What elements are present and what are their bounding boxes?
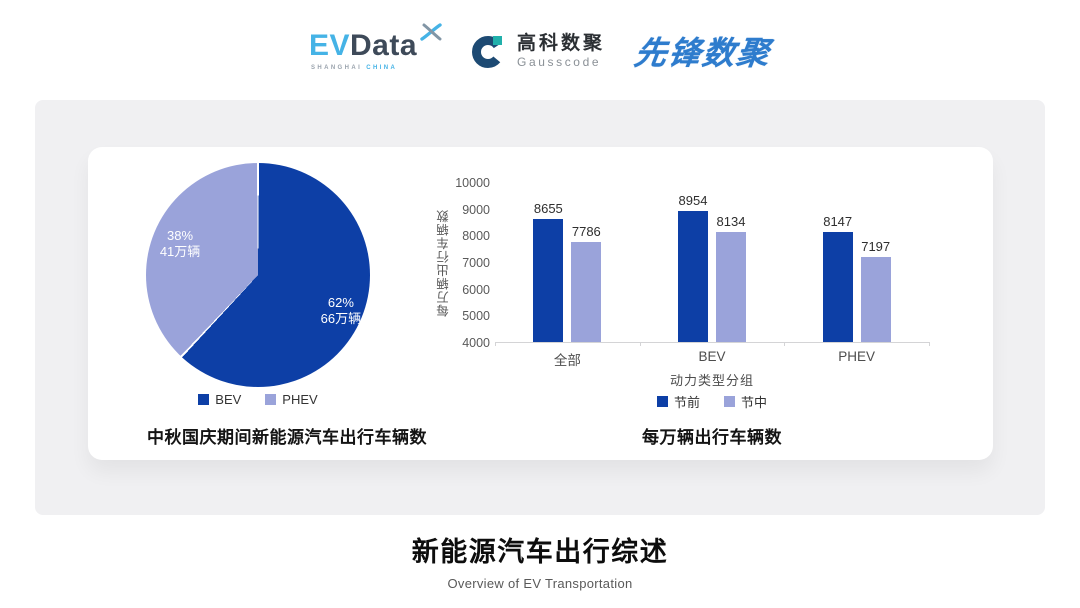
legend-swatch (724, 396, 735, 407)
bar-value-label: 8655 (533, 200, 563, 216)
bar-group-全部: 8655 7786 (495, 183, 640, 342)
x-category-label-PHEV: PHEV (838, 349, 876, 364)
bar-x-category-labels: 全部 BEV PHEV (495, 349, 929, 369)
bar-legend: 节前 节中 (495, 392, 929, 411)
evdata-subtitle: SHANGHAI CHINA (311, 65, 397, 71)
charts-card: 38% 41万辆 62% 66万辆 BEV PHEV 中秋国庆期间新能源汽车出行车… (88, 147, 993, 460)
y-tick-label: 7000 (462, 256, 490, 270)
report-panel: 38% 41万辆 62% 66万辆 BEV PHEV 中秋国庆期间新能源汽车出行车… (35, 100, 1045, 515)
y-tick-label: 5000 (462, 309, 490, 324)
legend-swatch (198, 394, 210, 405)
legend-label: 节中 (741, 395, 768, 410)
x-axis-tick (784, 342, 786, 346)
pie-chart-block: 38% 41万辆 62% 66万辆 BEV PHEV 中秋国庆期间新能源汽车出行车… (122, 147, 452, 460)
y-tick-label: 6000 (462, 282, 490, 297)
gausscode-cn-name: 高科数聚 (517, 32, 606, 54)
bar-value-label: 8134 (716, 214, 746, 230)
x-axis-tick (495, 342, 496, 346)
pioneer-logo: 先锋数聚 (632, 35, 774, 71)
legend-label: 节前 (673, 395, 700, 410)
footer-subtitle: Overview of EV Transportation (447, 576, 633, 591)
legend-item-节中: 节中 (724, 392, 767, 411)
x-axis-tick (929, 342, 930, 346)
bar-chart-title: 每万辆出行车辆数 (642, 428, 782, 447)
bar-chart-block: 每万辆出行车辆数 10000 9000 8000 7000 6000 5000 4000 8… (430, 147, 993, 460)
bar-节中-PHEV: 7197 (860, 239, 891, 342)
legend-swatch (265, 394, 277, 405)
footer-title: 新能源汽车出行综述 (411, 537, 669, 567)
bar-节前-全部: 8655 (533, 201, 564, 342)
evdata-subtitle-china: CHINA (366, 65, 398, 71)
bar-节前-PHEV: 8147 (822, 214, 853, 342)
pie-bev-amount: 66万辆 (320, 310, 362, 326)
bar-节中-BEV: 8134 (716, 214, 746, 342)
gausscode-g-icon (472, 35, 505, 68)
x-axis-tick (639, 342, 641, 346)
evdata-ev-text: EV (308, 29, 350, 62)
pie-chart-title: 中秋国庆期间新能源汽车出行车辆数 (147, 428, 427, 447)
bar-y-ticks: 10000 9000 8000 7000 6000 5000 4000 (450, 176, 494, 350)
bar-value-label: 7197 (861, 239, 891, 255)
pie-label-phev: 38% 41万辆 (160, 228, 200, 260)
y-tick-label: 8000 (462, 229, 490, 244)
legend-item-BEV: BEV (198, 392, 241, 407)
evdata-subtitle-shanghai: SHANGHAI (310, 65, 363, 71)
evdata-x-icon (420, 23, 442, 41)
y-tick-label: 4000 (462, 336, 490, 350)
legend-label: PHEV (282, 392, 318, 407)
bar-节前-BEV: 8954 (678, 193, 708, 342)
gausscode-en-name: Gausscode (517, 54, 602, 69)
pie-phev-percent: 38% (167, 227, 194, 243)
bar-groups: 8655 7786 8954 8134 8147 7197 (495, 183, 929, 342)
x-category-label-BEV: BEV (698, 349, 726, 364)
bar-group-BEV: 8954 8134 (640, 183, 785, 342)
legend-label: BEV (215, 392, 242, 407)
gausscode-text: 高科数聚 Gausscode (517, 33, 605, 69)
bar-value-label: 8147 (823, 214, 853, 230)
pie-bev-percent: 62% (327, 294, 354, 310)
pie-chart: 38% 41万辆 62% 66万辆 (146, 163, 370, 387)
bar-value-label: 7786 (571, 223, 601, 239)
legend-item-PHEV: PHEV (265, 392, 318, 407)
x-category-label-全部: 全部 (553, 353, 581, 368)
evdata-data-text: Data (349, 29, 418, 62)
footer: 新能源汽车出行综述 Overview of EV Transportation (0, 530, 1080, 591)
bar-group-PHEV: 8147 7197 (784, 183, 929, 342)
bar-x-axis-title: 动力类型分组 (669, 373, 754, 388)
pie-phev-amount: 41万辆 (159, 243, 201, 259)
y-tick-label: 9000 (462, 202, 490, 217)
bar-plot-area: 8655 7786 8954 8134 8147 7197 (495, 183, 930, 346)
evdata-logo: EVData SHANGHAI CHINA (308, 23, 442, 71)
legend-swatch (656, 396, 668, 407)
gausscode-logo: 高科数聚 Gausscode (471, 33, 605, 69)
bar-value-label: 8954 (678, 192, 708, 208)
y-tick-label: 10000 (455, 176, 490, 190)
bar-节中-全部: 7786 (571, 224, 602, 342)
pie-label-bev: 62% 66万辆 (321, 295, 361, 327)
evdata-wordmark: EVData (308, 23, 442, 62)
pie-legend: BEV PHEV (122, 392, 394, 407)
legend-item-节前: 节前 (656, 392, 700, 411)
header-logos: EVData SHANGHAI CHINA 高科数聚 Gausscode 先锋数 (0, 22, 1080, 80)
